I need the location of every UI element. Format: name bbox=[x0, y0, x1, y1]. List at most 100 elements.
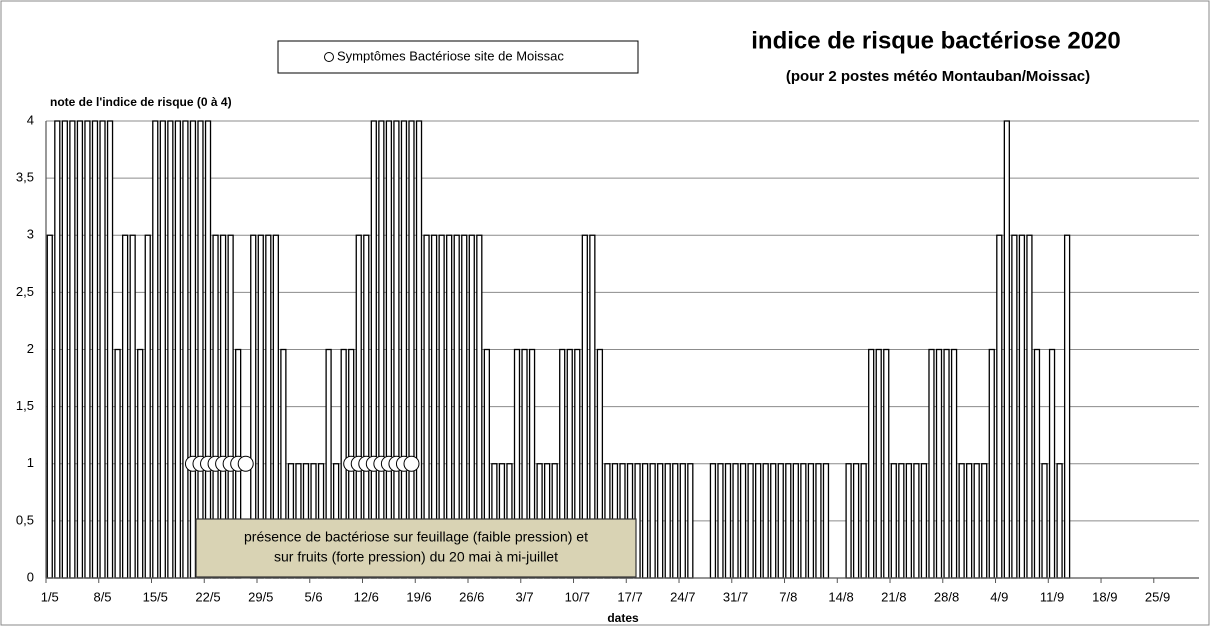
bar bbox=[137, 348, 144, 579]
y-tick-label: 2 bbox=[27, 341, 34, 356]
bar bbox=[822, 463, 830, 579]
x-tick-label: 26/6 bbox=[459, 589, 484, 604]
bar bbox=[69, 120, 76, 579]
bar bbox=[61, 120, 68, 579]
bar bbox=[1033, 348, 1041, 579]
bar bbox=[739, 463, 747, 579]
legend-box bbox=[277, 40, 639, 74]
bar bbox=[905, 463, 913, 579]
symptom-marker bbox=[237, 455, 254, 472]
bar bbox=[981, 463, 988, 579]
bar bbox=[370, 120, 377, 579]
bar bbox=[935, 348, 943, 579]
legend: Symptômes Bactériose site de Moissac bbox=[277, 40, 639, 74]
bar bbox=[649, 463, 656, 579]
x-tick-label: 31/7 bbox=[723, 589, 748, 604]
x-tick-label: 21/8 bbox=[881, 589, 906, 604]
bar bbox=[204, 120, 212, 579]
bar bbox=[943, 348, 950, 579]
bar bbox=[679, 463, 686, 579]
x-tick-label: 3/7 bbox=[515, 589, 533, 604]
bar bbox=[159, 120, 166, 579]
bar bbox=[1018, 234, 1026, 579]
x-tick-label: 15/5 bbox=[143, 589, 168, 604]
bar bbox=[672, 463, 679, 579]
y-axis-title: note de l'indice de risque (0 à 4) bbox=[50, 95, 232, 109]
bar bbox=[815, 463, 822, 579]
bar bbox=[152, 120, 159, 579]
bar bbox=[1011, 234, 1018, 579]
bar bbox=[1041, 463, 1048, 579]
bar bbox=[988, 348, 995, 579]
y-tick-label: 3,5 bbox=[16, 170, 34, 185]
bar bbox=[84, 120, 91, 579]
bar bbox=[106, 120, 114, 579]
bar bbox=[400, 120, 408, 579]
bar bbox=[732, 463, 739, 579]
x-tick-label: 11/9 bbox=[1040, 589, 1064, 604]
bar bbox=[121, 234, 129, 579]
x-tick-label: 1/5 bbox=[41, 589, 59, 604]
bar bbox=[898, 463, 905, 579]
bar bbox=[189, 120, 197, 579]
bar bbox=[76, 120, 84, 579]
bar bbox=[845, 463, 852, 579]
x-tick-label: 10/7 bbox=[565, 589, 590, 604]
y-tick-label: 0,5 bbox=[16, 512, 34, 527]
bar bbox=[785, 463, 792, 579]
x-tick-label: 14/8 bbox=[828, 589, 853, 604]
legend-marker bbox=[324, 52, 334, 62]
bar bbox=[1063, 234, 1071, 579]
chart-subtitle: (pour 2 postes météo Montauban/Moissac) bbox=[786, 68, 1090, 85]
bar bbox=[174, 120, 182, 579]
y-tick-label: 3 bbox=[27, 227, 34, 242]
bar bbox=[755, 463, 762, 579]
x-tick-label: 8/5 bbox=[93, 589, 111, 604]
bar bbox=[664, 463, 671, 579]
bar bbox=[777, 463, 784, 579]
bar bbox=[792, 463, 799, 579]
x-axis-title: dates bbox=[607, 611, 639, 625]
symptom-marker bbox=[403, 455, 420, 472]
annotation-box bbox=[195, 518, 637, 578]
bar bbox=[875, 348, 882, 579]
bar bbox=[717, 463, 724, 579]
y-tick-label: 4 bbox=[27, 112, 34, 127]
x-tick-label: 22/5 bbox=[195, 589, 220, 604]
bar bbox=[393, 120, 400, 579]
bar bbox=[114, 348, 121, 579]
bar bbox=[415, 120, 423, 579]
bar bbox=[913, 463, 920, 579]
x-tick-label: 28/8 bbox=[934, 589, 959, 604]
bar bbox=[144, 234, 151, 579]
x-tick-label: 25/9 bbox=[1145, 589, 1170, 604]
bar bbox=[641, 463, 649, 579]
bar bbox=[1003, 120, 1010, 579]
x-tick-label: 5/6 bbox=[304, 589, 322, 604]
bar bbox=[920, 463, 928, 579]
x-tick-label: 17/7 bbox=[617, 589, 642, 604]
bar bbox=[129, 234, 136, 579]
bar bbox=[167, 120, 174, 579]
bar bbox=[747, 463, 754, 579]
x-tick-label: 19/6 bbox=[406, 589, 431, 604]
bar bbox=[378, 120, 385, 579]
bar bbox=[1048, 348, 1056, 579]
bar bbox=[54, 120, 61, 579]
bar bbox=[928, 348, 935, 579]
bar bbox=[860, 463, 867, 579]
bar bbox=[1056, 463, 1063, 579]
legend-label: Symptômes Bactériose site de Moissac bbox=[337, 48, 564, 63]
bar bbox=[807, 463, 815, 579]
bar bbox=[1026, 234, 1033, 579]
bar bbox=[687, 463, 694, 579]
bar bbox=[770, 463, 777, 579]
x-tick-label: 24/7 bbox=[670, 589, 695, 604]
y-tick-label: 1,5 bbox=[16, 398, 34, 413]
x-tick-label: 4/9 bbox=[990, 589, 1008, 604]
y-tick-label: 1 bbox=[27, 455, 34, 470]
bar bbox=[852, 463, 860, 579]
bar bbox=[883, 348, 890, 579]
bar bbox=[996, 234, 1003, 579]
x-tick-label: 12/6 bbox=[354, 589, 379, 604]
